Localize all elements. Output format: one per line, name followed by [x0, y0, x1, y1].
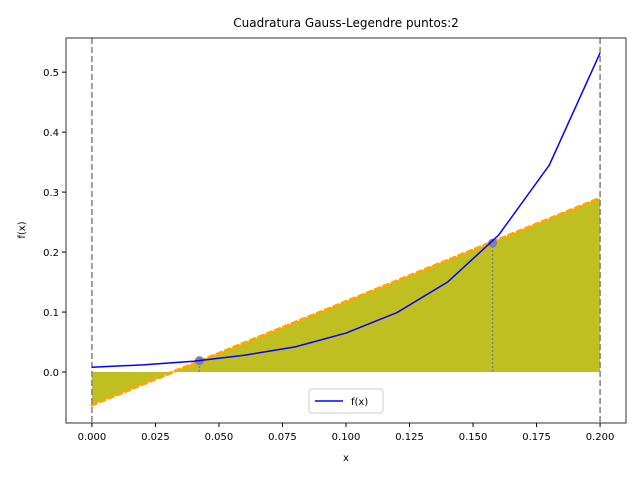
legend-label: f(x) — [351, 397, 368, 408]
x-tick-label: 0.175 — [522, 432, 551, 443]
y-tick-label: 0.3 — [43, 188, 59, 199]
x-tick-label: 0.025 — [141, 432, 170, 443]
chart-title: Cuadratura Gauss-Legendre puntos:2 — [233, 16, 459, 30]
node-point — [488, 238, 498, 248]
legend-box — [308, 388, 384, 414]
x-tick-label: 0.150 — [459, 432, 488, 443]
x-tick-label: 0.000 — [78, 432, 107, 443]
fill-edge — [90, 196, 602, 407]
x-tick-label: 0.125 — [395, 432, 424, 443]
x-tick-label: 0.075 — [268, 432, 297, 443]
line — [91, 52, 601, 368]
y-tick-label: 0.0 — [43, 368, 59, 379]
y-tick-label: 0.2 — [43, 248, 59, 259]
y-tick-label: 0.5 — [43, 68, 59, 79]
x-axis-label: x — [343, 453, 349, 464]
y-tick-label: 0.1 — [43, 308, 59, 319]
y-tick-label: 0.4 — [43, 128, 59, 139]
x-tick-label: 0.100 — [332, 432, 361, 443]
x-tick-label: 0.200 — [586, 432, 615, 443]
x-tick-label: 0.050 — [205, 432, 234, 443]
y-axis-label: f(x) — [17, 221, 28, 238]
